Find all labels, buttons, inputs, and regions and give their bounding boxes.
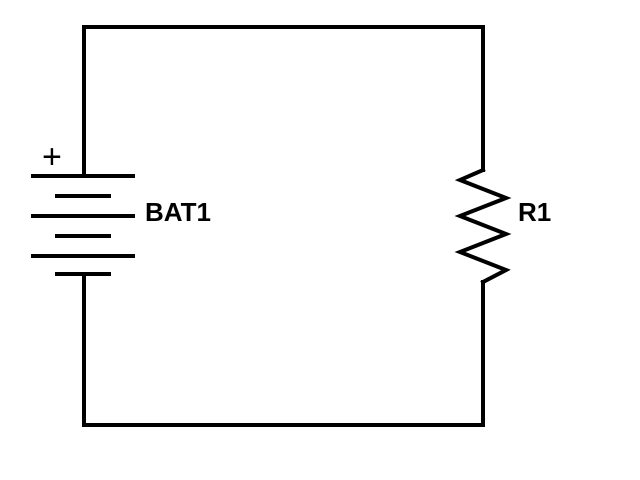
battery-bat1: + BAT1 (31, 138, 211, 276)
battery-positive-mark: + (42, 138, 62, 176)
wire-top (82, 25, 485, 178)
wire-bottom (82, 272, 485, 427)
resistor-label: R1 (518, 197, 551, 227)
resistor-r1: R1 (454, 167, 551, 285)
battery-label: BAT1 (145, 197, 211, 227)
resistor-zigzag (454, 167, 512, 285)
wires (82, 25, 485, 427)
